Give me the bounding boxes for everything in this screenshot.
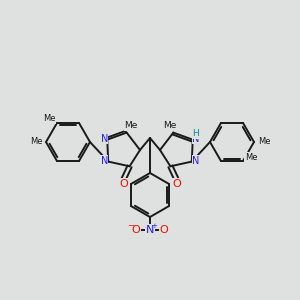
Text: O: O <box>119 179 128 189</box>
Text: Me: Me <box>124 121 137 130</box>
Text: +: + <box>151 223 157 229</box>
Text: Me: Me <box>163 121 176 130</box>
Text: N: N <box>100 156 108 166</box>
Text: Me: Me <box>245 153 257 162</box>
Text: N: N <box>192 134 200 144</box>
Text: N: N <box>146 225 154 235</box>
Text: Me: Me <box>30 137 42 146</box>
Text: O: O <box>132 225 140 235</box>
Text: −: − <box>128 221 134 230</box>
Text: O: O <box>172 179 181 189</box>
Text: O: O <box>160 225 168 235</box>
Text: N: N <box>192 156 200 166</box>
Text: Me: Me <box>43 114 55 123</box>
Text: H: H <box>192 129 199 138</box>
Text: N: N <box>100 134 108 144</box>
Text: Me: Me <box>258 137 270 146</box>
